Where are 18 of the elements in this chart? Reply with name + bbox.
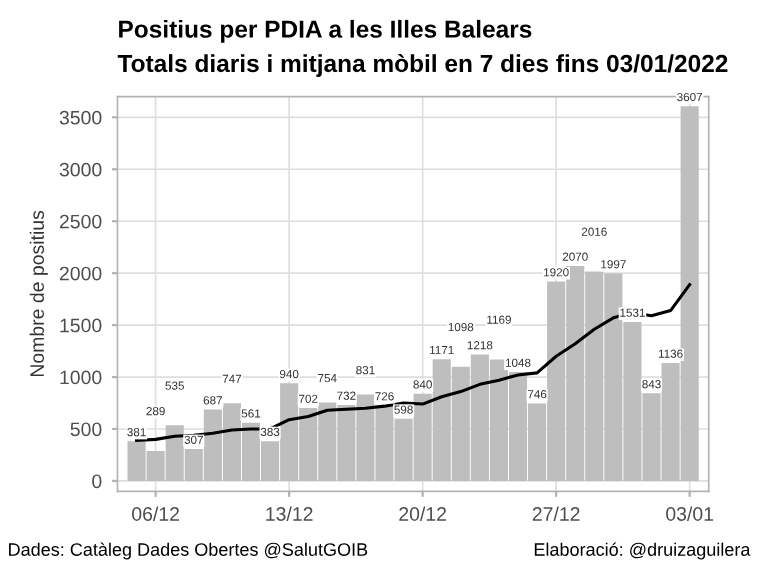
x-tick-label: 20/12 — [399, 506, 446, 521]
chart-subtitle: Totals diaris i mitjana mòbil en 7 dies fins 03/01/2022 — [117, 53, 728, 77]
x-tick-label: 27/12 — [532, 506, 580, 521]
x-tick-label: 03/01 — [666, 506, 714, 521]
y-axis-title: Nombre de positius — [29, 210, 48, 377]
text: Dades: Catàleg Dades Obertes @SalutGOIB — [9, 542, 368, 560]
y-tick-label: 500 — [70, 422, 102, 437]
y-tick-label: 3500 — [59, 110, 102, 125]
y-tick-label: 0 — [92, 474, 102, 489]
text: Elaboració: @druizaguilera — [534, 542, 751, 560]
x-tick-label: 13/12 — [266, 506, 313, 521]
chart-title: Positius per PDIA a les Illes Balears — [119, 19, 532, 43]
x-tick-label: 06/12 — [132, 506, 179, 521]
y-tick-label: 2000 — [59, 266, 102, 281]
y-tick-label: 2500 — [59, 214, 102, 229]
y-tick-label: 1000 — [60, 370, 102, 385]
y-tick-label: 3000 — [59, 162, 102, 177]
y-tick-label: 1500 — [60, 318, 102, 333]
